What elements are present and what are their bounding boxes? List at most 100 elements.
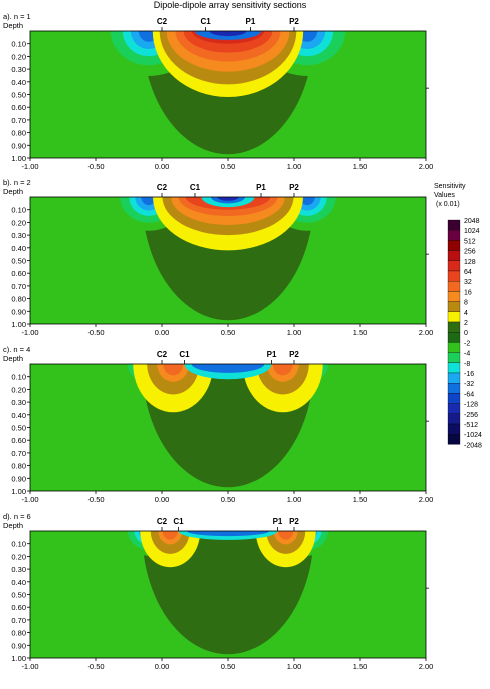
electrode-label: C1 (173, 517, 184, 526)
legend-level: 16 (464, 289, 472, 296)
x-tick-label: 2.00 (419, 662, 434, 671)
legend-level: -512 (464, 422, 478, 429)
depth-label: Depth (3, 187, 23, 196)
y-tick-label: 0.80 (11, 129, 26, 138)
y-tick-label: 0.50 (11, 257, 26, 266)
y-tick-label: 0.20 (11, 52, 26, 61)
legend-level: -32 (464, 381, 474, 388)
positive-band (163, 364, 184, 376)
y-tick-label: 0.20 (11, 385, 26, 394)
legend-swatch (447, 423, 461, 435)
y-tick-label: 0.40 (11, 578, 26, 587)
depth-label: Depth (3, 354, 23, 363)
y-tick-label: 1.00 (11, 654, 26, 663)
x-tick-label: 0.00 (155, 662, 170, 671)
electrode-label: P1 (267, 350, 277, 359)
x-tick-label: 1.00 (287, 495, 302, 504)
y-tick-label: 0.30 (11, 398, 26, 407)
legend-swatch (447, 281, 461, 292)
y-tick-label: 0.50 (11, 591, 26, 600)
legend-swatch (447, 260, 461, 272)
legend-level: -2048 (464, 442, 482, 449)
legend-level: 128 (464, 259, 476, 266)
y-tick-label: 0.80 (11, 629, 26, 638)
electrode-label: P2 (289, 350, 299, 359)
legend-level: 256 (464, 249, 476, 256)
negative-lobe (141, 197, 157, 206)
y-tick-label: 1.00 (11, 320, 26, 329)
y-tick-label: 0.60 (11, 603, 26, 612)
electrode-label: P1 (256, 183, 266, 192)
y-tick-label: 0.80 (11, 295, 26, 304)
panel-label: b). n = 2 (3, 178, 31, 187)
panel-label: c). n = 4 (3, 345, 30, 354)
legend-swatch (447, 250, 461, 261)
x-tick-label: 1.00 (287, 328, 302, 337)
y-tick-label: 0.10 (11, 206, 26, 215)
negative-lobe (299, 197, 315, 206)
x-tick-label: 2.00 (419, 328, 434, 337)
y-tick-label: 0.30 (11, 565, 26, 574)
legend-swatch (447, 352, 461, 363)
legend-level: -256 (464, 412, 478, 419)
legend-swatch (447, 403, 461, 414)
panel-contours (30, 197, 426, 324)
y-tick-label: 0.90 (11, 307, 26, 316)
legend-level: -128 (464, 402, 478, 409)
y-tick-label: 0.90 (11, 641, 26, 650)
legend-swatch (447, 332, 461, 343)
legend-title: Sensitivity (434, 183, 466, 190)
electrode-label: P2 (289, 183, 299, 192)
negative-core (217, 197, 239, 201)
legend-level: -8 (464, 361, 470, 368)
negative-strip (191, 364, 265, 373)
electrode-label: C1 (190, 183, 201, 192)
panel-label: d). n = 6 (3, 512, 31, 521)
y-tick-label: 0.80 (11, 462, 26, 471)
legend-units: (x 0.01) (436, 201, 460, 208)
legend-swatch (447, 291, 461, 302)
y-tick-label: 0.90 (11, 474, 26, 483)
y-tick-label: 0.40 (11, 78, 26, 87)
negative-strip (186, 531, 270, 537)
x-tick-label: 1.00 (287, 662, 302, 671)
y-tick-label: 0.20 (11, 552, 26, 561)
electrode-label: C2 (157, 517, 168, 526)
x-tick-label: -0.50 (87, 162, 104, 171)
panel-label: a). n = 1 (3, 12, 31, 21)
electrode-label: C2 (157, 350, 168, 359)
electrode-label: C1 (179, 350, 190, 359)
legend-swatch (447, 393, 461, 404)
legend-level: -16 (464, 371, 474, 378)
x-tick-label: 1.00 (287, 162, 302, 171)
panel-contours (30, 531, 426, 658)
electrode-label: P2 (289, 517, 299, 526)
legend-swatch (447, 383, 461, 394)
legend-swatch (447, 219, 461, 231)
legend-level: 8 (464, 300, 468, 307)
y-tick-label: 1.00 (11, 154, 26, 163)
x-tick-label: 1.50 (353, 495, 368, 504)
x-tick-label: 0.50 (221, 662, 236, 671)
y-tick-label: 0.10 (11, 540, 26, 549)
y-tick-label: 0.70 (11, 616, 26, 625)
legend-level: 1024 (464, 228, 480, 235)
x-tick-label: -0.50 (87, 328, 104, 337)
y-tick-label: 0.30 (11, 231, 26, 240)
legend-swatch (447, 230, 461, 241)
legend-level: 512 (464, 238, 476, 245)
legend-level: 0 (464, 330, 468, 337)
positive-band (272, 364, 293, 376)
legend-level: -1024 (464, 432, 482, 439)
legend-level: -4 (464, 351, 470, 358)
legend-level: 4 (464, 310, 468, 317)
y-tick-label: 0.70 (11, 116, 26, 125)
y-tick-label: 1.00 (11, 487, 26, 496)
legend-title: Values (434, 192, 455, 199)
electrode-label: C2 (157, 17, 168, 26)
depth-label: Depth (3, 21, 23, 30)
x-tick-label: 2.00 (419, 162, 434, 171)
depth-label: Depth (3, 521, 23, 530)
